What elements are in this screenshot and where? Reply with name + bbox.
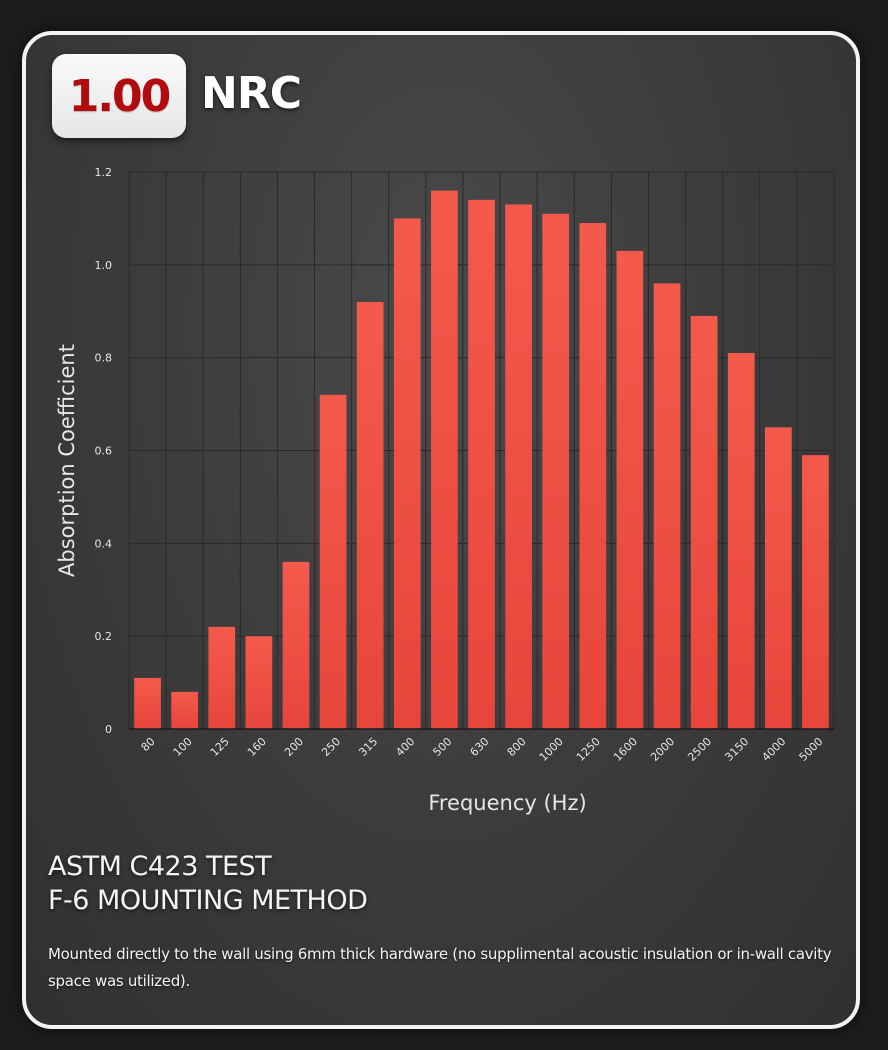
- bar: [802, 455, 829, 729]
- x-tick-label: 315: [356, 735, 380, 759]
- x-tick-label: 630: [468, 735, 492, 759]
- x-tick-label: 4000: [759, 735, 788, 764]
- y-tick-label: 1.0: [95, 259, 113, 272]
- x-tick-label: 1000: [537, 735, 566, 764]
- bar: [431, 190, 458, 730]
- x-tick-label: 160: [245, 735, 269, 759]
- bar: [727, 353, 755, 729]
- nrc-value: 1.00: [68, 70, 172, 122]
- nrc-label: NRC: [201, 68, 302, 119]
- x-tick-label: 2500: [685, 735, 714, 764]
- bar: [171, 691, 199, 729]
- x-tick-label: 5000: [797, 735, 826, 764]
- bar: [319, 394, 347, 729]
- x-tick-label: 2000: [648, 735, 677, 764]
- bar: [208, 626, 236, 729]
- nrc-badge: 1.00: [52, 54, 186, 138]
- test-heading: ASTM C423 TEST F-6 MOUNTING METHOD: [48, 850, 368, 918]
- x-tick-label: 800: [505, 735, 529, 759]
- test-description: Mounted directly to the wall using 6mm t…: [48, 945, 832, 990]
- bar: [764, 427, 792, 729]
- bar: [616, 250, 644, 730]
- test-title-line2: F-6 MOUNTING METHOD: [48, 885, 368, 916]
- bar: [245, 636, 273, 729]
- x-tick-label: 250: [319, 735, 343, 759]
- x-tick-label: 1600: [611, 735, 640, 764]
- bar: [690, 315, 718, 729]
- bar: [393, 218, 421, 729]
- x-tick-label: 80: [139, 735, 158, 754]
- bar: [505, 204, 532, 729]
- x-tick-label: 500: [430, 735, 454, 759]
- bar: [356, 301, 384, 729]
- y-tick-label: 1.2: [95, 166, 113, 179]
- y-tick-label: 0.2: [95, 630, 113, 643]
- x-tick-label: 100: [171, 735, 195, 759]
- bar: [542, 213, 570, 729]
- bar: [579, 223, 607, 729]
- x-tick-label: 400: [393, 735, 417, 759]
- x-tick-label: 125: [208, 735, 232, 759]
- absorption-chart: 0 0.2 0.4 0.6 0.8 1.0 1.2 80 100 125 160 200 250 315 4…: [55, 166, 835, 815]
- y-tick-label: 0.4: [95, 537, 113, 550]
- x-tick-label: 200: [282, 735, 306, 759]
- bar: [468, 199, 495, 730]
- y-tick-label: 0.6: [95, 445, 113, 458]
- bar: [653, 283, 681, 729]
- bar: [134, 677, 161, 729]
- y-axis-title: Absorption Coefficient: [55, 344, 79, 577]
- bar: [282, 561, 310, 729]
- x-axis-title: Frequency (Hz): [428, 791, 586, 815]
- y-tick-label: 0: [105, 723, 112, 736]
- x-tick-label: 1250: [574, 735, 603, 764]
- test-title-line1: ASTM C423 TEST: [48, 851, 272, 882]
- y-tick-label: 0.8: [95, 352, 113, 365]
- x-tick-label: 3150: [722, 735, 751, 764]
